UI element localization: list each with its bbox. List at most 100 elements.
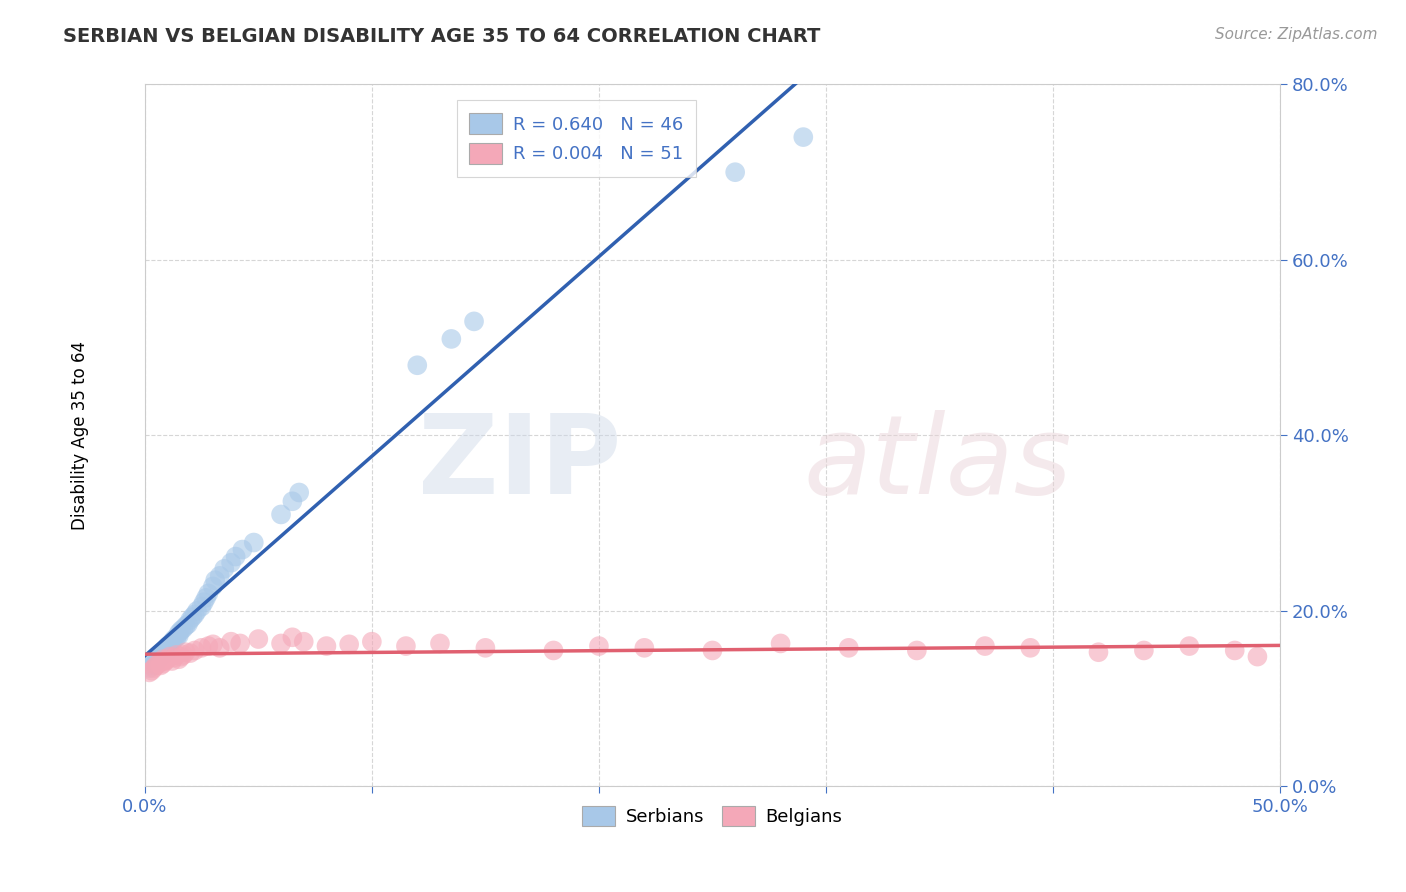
Point (1246, 649, 1268, 664)
Point (429, 636, 451, 650)
Point (219, 556, 242, 570)
Point (167, 652, 190, 666)
Point (337, 637, 360, 651)
Point (219, 634, 242, 648)
Point (138, 665, 160, 680)
Point (163, 632, 186, 646)
Point (149, 658, 172, 673)
Point (270, 508, 292, 522)
Point (149, 655, 172, 669)
Point (156, 643, 179, 657)
Point (148, 657, 170, 671)
Point (152, 652, 174, 666)
Point (141, 658, 163, 673)
Point (174, 645, 197, 659)
Point (315, 639, 337, 653)
Point (974, 639, 997, 653)
Point (247, 632, 270, 646)
Y-axis label: Disability Age 35 to 64: Disability Age 35 to 64 (72, 341, 89, 530)
Point (769, 636, 792, 650)
Point (159, 649, 181, 664)
Point (208, 640, 231, 655)
Point (156, 652, 179, 666)
Point (167, 626, 190, 640)
Legend: Serbians, Belgians: Serbians, Belgians (575, 798, 849, 834)
Point (155, 654, 177, 668)
Point (190, 599, 212, 614)
Point (197, 639, 219, 653)
Point (142, 661, 165, 675)
Point (152, 657, 174, 671)
Point (159, 637, 181, 651)
Point (270, 636, 292, 650)
Point (160, 654, 183, 668)
Point (163, 650, 186, 665)
Point (179, 646, 201, 660)
Point (181, 610, 204, 624)
Point (152, 648, 174, 662)
Point (724, 165, 747, 179)
Point (288, 485, 311, 500)
Text: ZIP: ZIP (418, 410, 621, 517)
Point (145, 655, 167, 669)
Point (588, 639, 610, 653)
Point (231, 542, 253, 557)
Point (543, 643, 565, 657)
Point (406, 358, 429, 372)
Point (166, 648, 188, 662)
Point (172, 648, 194, 662)
Point (1223, 643, 1246, 657)
Point (360, 634, 382, 648)
Point (170, 624, 193, 638)
Point (148, 652, 170, 666)
Point (190, 640, 212, 655)
Point (229, 636, 252, 650)
Point (792, 130, 814, 145)
Point (160, 634, 183, 648)
Point (145, 658, 167, 673)
Text: Source: ZipAtlas.com: Source: ZipAtlas.com (1215, 27, 1378, 42)
Point (201, 579, 224, 593)
Point (156, 639, 179, 653)
Point (208, 569, 231, 583)
Point (145, 652, 167, 666)
Point (1087, 645, 1109, 659)
Point (170, 649, 193, 664)
Point (186, 604, 208, 618)
Point (197, 586, 219, 600)
Point (1133, 643, 1156, 657)
Point (204, 574, 226, 588)
Point (152, 646, 174, 660)
Point (281, 630, 304, 644)
Point (138, 661, 160, 675)
Point (179, 613, 201, 627)
Point (174, 619, 197, 633)
Text: SERBIAN VS BELGIAN DISABILITY AGE 35 TO 64 CORRELATION CHART: SERBIAN VS BELGIAN DISABILITY AGE 35 TO … (63, 27, 821, 45)
Point (633, 640, 655, 655)
Point (281, 494, 304, 508)
Point (463, 314, 485, 328)
Point (838, 640, 860, 655)
Point (149, 649, 172, 664)
Point (440, 332, 463, 346)
Point (155, 643, 177, 657)
Point (141, 664, 163, 678)
Point (172, 622, 194, 636)
Point (225, 549, 247, 564)
Point (142, 657, 165, 671)
Point (292, 634, 315, 648)
Point (195, 591, 218, 605)
Point (1178, 639, 1201, 653)
Point (1019, 640, 1042, 655)
Point (184, 643, 207, 657)
Point (184, 607, 207, 622)
Point (166, 630, 188, 644)
Point (702, 643, 724, 657)
Point (193, 595, 215, 609)
Text: atlas: atlas (803, 410, 1071, 517)
Point (905, 643, 928, 657)
Point (395, 639, 418, 653)
Point (201, 637, 224, 651)
Point (167, 628, 190, 642)
Point (177, 617, 200, 632)
